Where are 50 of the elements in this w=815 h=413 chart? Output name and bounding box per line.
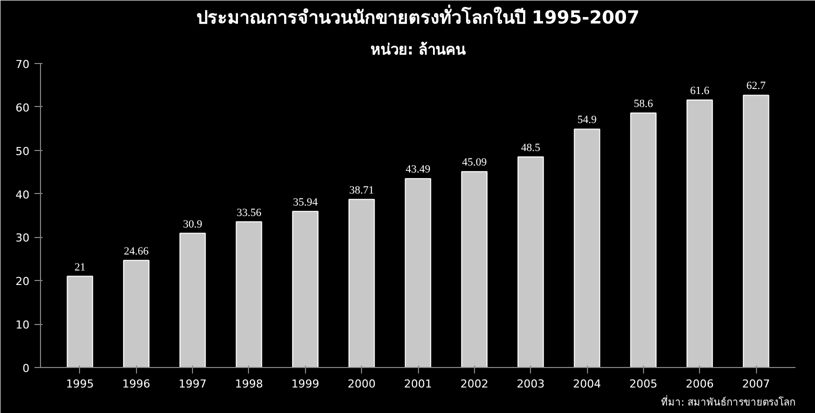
x-tick-label: 2002 [460, 378, 488, 390]
data-label: 21 [74, 261, 86, 274]
x-tick-label: 1997 [178, 378, 207, 390]
data-label: 62.7 [746, 80, 766, 92]
bar [348, 198, 375, 368]
bar [292, 210, 318, 368]
x-tick-label: 1998 [234, 378, 263, 390]
x-tick-label: 2007 [742, 378, 770, 390]
bar [461, 171, 488, 368]
data-label: 33.56 [236, 206, 262, 219]
bar [742, 94, 770, 368]
x-tick-label: 2006 [686, 378, 714, 390]
x-tick-label: 1995 [66, 378, 94, 390]
data-label: 35.94 [292, 196, 318, 208]
data-label: 54.9 [577, 114, 598, 126]
bar [123, 260, 150, 368]
bar [179, 232, 206, 368]
chart-title: ประมาณการจำนวนนักขายตรงทั่วโลกในปี 1995-2007 [196, 4, 640, 28]
x-tick-label: 1999 [291, 378, 320, 390]
bar [518, 156, 544, 368]
y-tick-label: 10 [16, 318, 30, 332]
bar [574, 128, 600, 368]
data-label: 38.71 [349, 184, 374, 196]
data-label: 43.49 [406, 164, 431, 176]
bar [236, 221, 262, 368]
data-label: 61.6 [690, 84, 710, 97]
bar [630, 112, 657, 368]
x-tick-label: 2000 [348, 378, 376, 390]
x-tick-label: 2001 [404, 378, 432, 390]
bar [66, 276, 94, 368]
x-tick-label: 2003 [516, 378, 545, 390]
bar [686, 99, 713, 368]
data-label: 45.09 [462, 156, 488, 169]
y-tick-label: 70 [16, 58, 30, 71]
y-tick-label: 0 [22, 362, 30, 375]
y-tick-label: 20 [16, 275, 30, 288]
y-tick-label: 40 [16, 188, 30, 202]
y-tick-label: 50 [16, 144, 30, 158]
data-label: 48.5 [521, 142, 541, 154]
y-tick-label: 30 [16, 232, 30, 245]
x-tick-label: 1996 [122, 378, 150, 390]
data-label: 30.9 [183, 218, 203, 230]
x-tick-label: 2004 [573, 378, 602, 390]
text: ที่มา: สมาพันธ์การขายตรงโลก [660, 394, 796, 408]
y-tick-label: 60 [16, 101, 30, 114]
data-label: 58.6 [634, 98, 654, 110]
chart-subtitle: หน่วย: ล้านคน [370, 40, 467, 58]
bar [404, 178, 432, 368]
data-label: 24.66 [124, 245, 150, 258]
x-tick-label: 2005 [629, 378, 658, 390]
